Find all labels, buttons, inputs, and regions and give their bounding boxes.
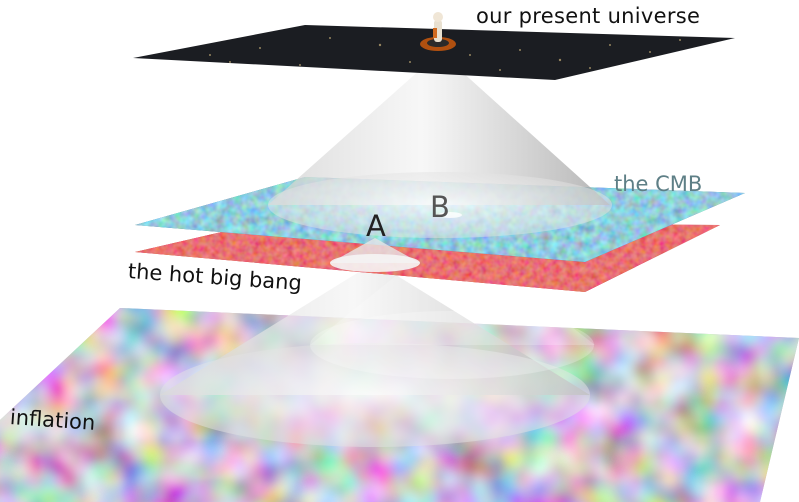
cone-a bbox=[330, 238, 420, 272]
lower-cone bbox=[160, 232, 595, 447]
present-universe-label: our present universe bbox=[476, 4, 701, 28]
cmb-label: the CMB bbox=[614, 172, 703, 196]
upper-cone bbox=[268, 52, 612, 238]
point-a-label: A bbox=[366, 209, 386, 243]
point-b-label: B bbox=[430, 190, 450, 224]
present-universe-plane bbox=[133, 25, 735, 80]
observer-icon bbox=[420, 12, 456, 51]
